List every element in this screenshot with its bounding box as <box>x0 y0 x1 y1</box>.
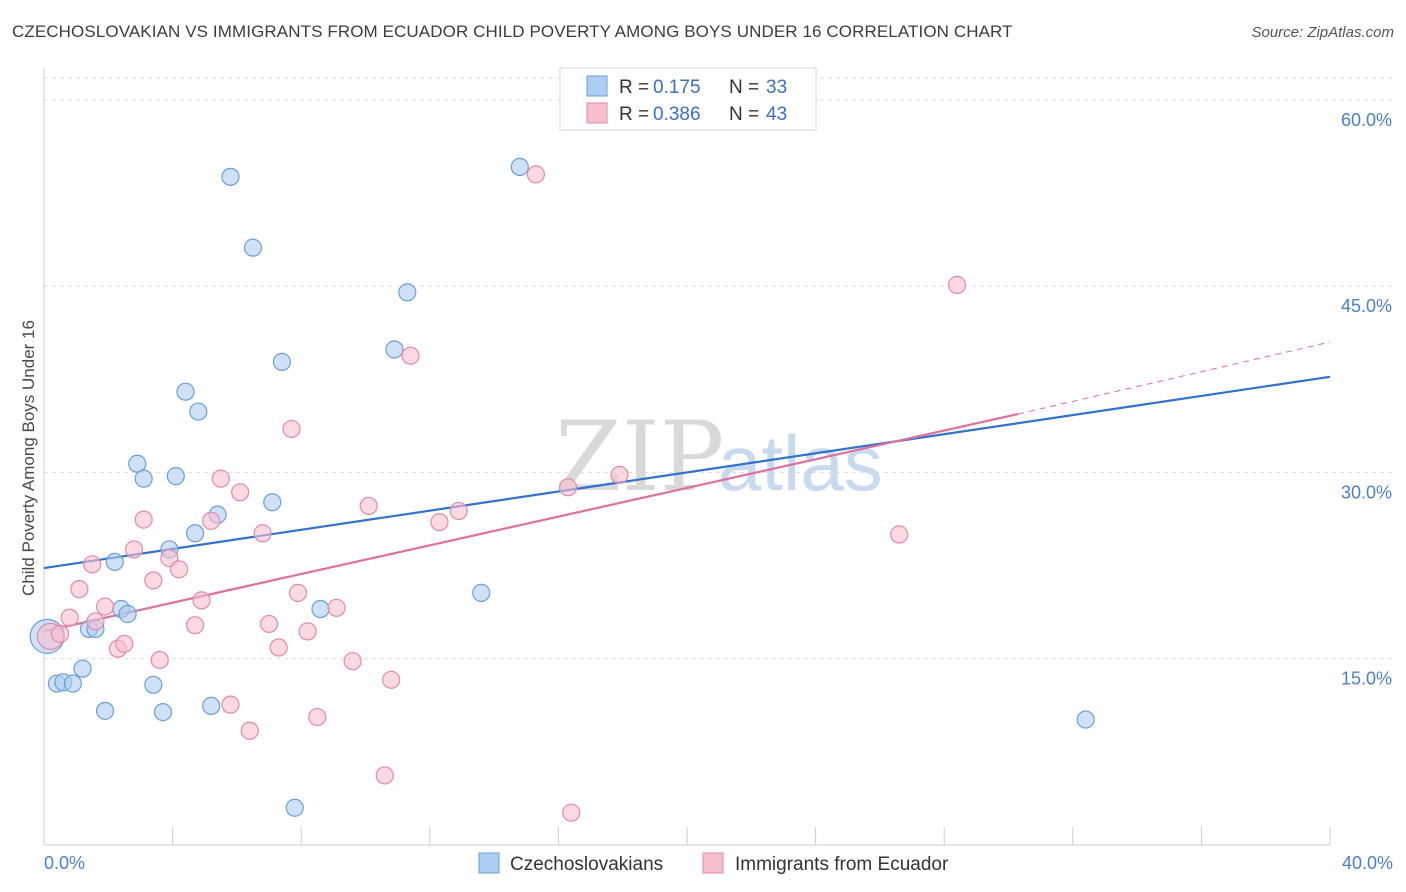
point-czechoslovakians <box>272 352 292 371</box>
point-ecuador <box>562 803 581 822</box>
point-czechoslovakians <box>472 583 491 602</box>
point-czechoslovakians <box>398 283 417 302</box>
legend-n-value-2: 43 <box>766 104 787 125</box>
point-ecuador <box>401 346 420 365</box>
legend-swatch-blue <box>586 75 608 97</box>
point-czechoslovakians <box>221 167 240 186</box>
legend-n-label-1: N = <box>729 77 759 98</box>
point-czechoslovakians <box>510 157 529 177</box>
point-czechoslovakians <box>1076 710 1095 729</box>
point-ecuador <box>298 622 317 641</box>
correlation-legend: R = 0.175 N = 33 R = 0.386 N = 43 <box>559 67 817 131</box>
point-ecuador <box>169 560 189 579</box>
x-tick-label: 40.0% <box>1342 853 1393 873</box>
point-ecuador <box>308 707 327 727</box>
point-ecuador <box>253 524 272 543</box>
point-ecuador <box>382 670 401 689</box>
trend-line-ecuador <box>43 412 1019 633</box>
y-tick-label: 60.0% <box>1341 110 1392 130</box>
point-czechoslovakians <box>385 340 404 359</box>
point-czechoslovakians <box>73 659 92 678</box>
legend-r-label-1: R = <box>619 77 649 98</box>
point-ecuador <box>95 597 115 616</box>
grid-lines <box>44 77 1392 660</box>
point-ecuador <box>259 614 279 634</box>
point-ecuador <box>70 580 89 599</box>
point-ecuador <box>890 525 909 544</box>
point-czechoslovakians <box>311 599 330 619</box>
point-czechoslovakians <box>63 674 83 693</box>
legend-swatch-pink <box>586 102 608 124</box>
point-czechoslovakians <box>285 798 304 817</box>
y-tick-labels: 15.0% 30.0% 45.0% 60.0% <box>1341 110 1392 689</box>
point-ecuador <box>60 608 79 627</box>
x-tick-labels: 0.0% 40.0% <box>44 853 1393 873</box>
legend-r-label-2: R = <box>619 104 649 125</box>
point-czechoslovakians <box>144 675 163 694</box>
point-ecuador <box>221 695 240 714</box>
legend-label-ecuador: Immigrants from Ecuador <box>735 854 949 875</box>
point-czechoslovakians <box>176 382 195 401</box>
point-ecuador <box>124 540 144 559</box>
watermark: ZIP atlas <box>555 401 883 513</box>
y-tick-label: 30.0% <box>1341 482 1392 502</box>
y-axis-label: Child Poverty Among Boys Under 16 <box>19 320 38 596</box>
data-points <box>29 157 1095 822</box>
axes <box>43 68 1331 846</box>
point-czechoslovakians <box>153 703 173 722</box>
x-tick-label: 0.0% <box>44 853 85 873</box>
legend-swatch-czechoslovakians <box>478 852 500 874</box>
point-ecuador <box>211 469 230 488</box>
point-ecuador <box>610 465 629 485</box>
point-ecuador <box>83 555 102 574</box>
point-ecuador <box>449 501 468 521</box>
point-ecuador <box>327 598 346 617</box>
point-ecuador <box>430 512 449 532</box>
point-ecuador <box>115 634 134 653</box>
point-ecuador <box>947 275 967 294</box>
point-ecuador <box>359 496 378 516</box>
point-ecuador <box>134 510 153 529</box>
legend-n-label-2: N = <box>729 104 759 125</box>
point-ecuador <box>50 624 70 643</box>
point-ecuador <box>343 652 362 671</box>
legend-r-value-2: 0.386 <box>653 104 701 125</box>
legend-r-value-1: 0.175 <box>653 77 701 98</box>
y-tick-label: 15.0% <box>1341 669 1392 689</box>
point-czechoslovakians <box>134 469 153 488</box>
legend-label-czechoslovakians: Czechoslovakians <box>510 854 663 875</box>
point-ecuador <box>526 165 545 184</box>
point-ecuador <box>150 650 169 670</box>
point-czechoslovakians <box>118 604 137 624</box>
point-ecuador <box>192 591 211 610</box>
point-ecuador <box>282 419 301 439</box>
source-label: Source: ZipAtlas.com <box>1251 24 1394 41</box>
point-czechoslovakians <box>95 701 115 720</box>
point-ecuador <box>288 583 308 602</box>
point-ecuador <box>375 766 394 785</box>
watermark-zip: ZIP <box>555 401 724 513</box>
point-ecuador <box>144 571 163 590</box>
point-czechoslovakians <box>243 238 263 257</box>
legend-swatch-ecuador <box>702 852 724 874</box>
point-czechoslovakians <box>105 552 124 571</box>
chart-title: CZECHOSLOVAKIAN VS IMMIGRANTS FROM ECUAD… <box>12 22 1013 41</box>
point-ecuador <box>186 616 205 635</box>
legend-n-value-1: 33 <box>766 77 787 98</box>
point-czechoslovakians <box>189 402 208 421</box>
point-ecuador <box>202 511 221 530</box>
point-ecuador <box>558 478 578 497</box>
point-czechoslovakians <box>202 696 221 716</box>
y-tick-label: 45.0% <box>1341 296 1392 316</box>
point-czechoslovakians <box>166 467 185 486</box>
point-ecuador <box>231 483 250 502</box>
point-czechoslovakians <box>263 493 282 512</box>
point-czechoslovakians <box>186 524 205 543</box>
series-legend: Czechoslovakians Immigrants from Ecuador <box>478 852 949 875</box>
point-ecuador <box>269 638 288 657</box>
point-ecuador <box>240 721 259 740</box>
trend-extension-ecuador <box>1018 341 1331 415</box>
point-ecuador <box>86 612 105 631</box>
